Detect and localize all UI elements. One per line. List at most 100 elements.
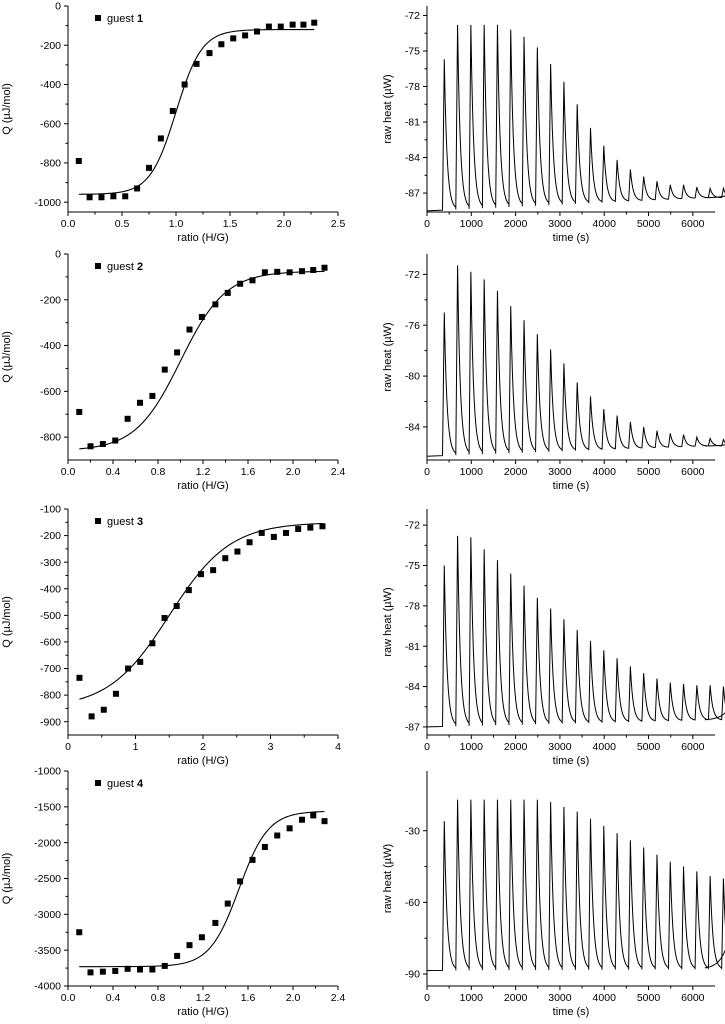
data-point — [299, 268, 305, 274]
x-tick-label: 5000 — [637, 992, 661, 1004]
x-tick-label: 1.6 — [241, 992, 256, 1004]
x-tick-label: 1000 — [460, 466, 484, 478]
y-tick-label: -60 — [405, 897, 420, 909]
y-tick-label: -81 — [405, 641, 420, 653]
y-axis-title: Q (µJ/mol) — [1, 331, 13, 383]
data-point — [162, 367, 168, 373]
y-tick-label: -87 — [405, 188, 420, 200]
y-tick-label: -600 — [40, 118, 61, 130]
y-tick-label: -200 — [40, 294, 61, 306]
x-tick-label: 6000 — [681, 992, 705, 1004]
y-tick-label: -90 — [405, 969, 420, 981]
x-tick-label: 1.2 — [196, 466, 211, 478]
data-point — [212, 301, 218, 307]
fit-curve — [79, 812, 324, 967]
fit-curve — [79, 30, 314, 195]
y-tick-label: -30 — [405, 825, 420, 837]
x-tick-label: 5000 — [637, 218, 661, 230]
fit-curve — [79, 523, 322, 699]
y-tick-label: -800 — [40, 432, 61, 444]
y-tick-label: 0 — [55, 1, 61, 13]
data-point — [222, 555, 228, 561]
titration-2-chart: 0.0 0.4 0.8 1.2 1.6 2.0 2.4 0 -200 -400 -600 -800 ra… — [1, 249, 345, 492]
data-point — [174, 349, 180, 355]
data-point — [307, 525, 313, 531]
legend-label: guest 2 — [107, 261, 143, 273]
data-point — [319, 523, 325, 529]
x-tick-label: 0 — [424, 218, 430, 230]
data-point — [137, 659, 143, 665]
x-tick-label: 6000 — [681, 741, 705, 753]
x-tick-label: 3000 — [548, 741, 572, 753]
y-tick-label: -78 — [405, 81, 420, 93]
data-point — [287, 825, 293, 831]
data-point — [262, 844, 268, 850]
data-point — [112, 438, 118, 444]
y-tick-label: -600 — [40, 386, 61, 398]
data-point — [113, 691, 119, 697]
data-point — [149, 967, 155, 973]
y-axis-title: raw heat (µW) — [382, 844, 394, 913]
data-point — [194, 61, 200, 67]
x-tick-label: 5000 — [637, 741, 661, 753]
x-axis-title: time (s) — [553, 755, 590, 767]
y-tick-label: -400 — [40, 340, 61, 352]
y-tick-label: -75 — [405, 560, 420, 572]
x-tick-label: 3 — [268, 741, 274, 753]
data-point — [234, 549, 240, 555]
x-tick-label: 0.8 — [151, 992, 166, 1004]
x-tick-label: 4000 — [593, 992, 617, 1004]
data-point — [110, 193, 116, 199]
y-tick-label: -78 — [405, 600, 420, 612]
data-point — [125, 966, 131, 972]
data-point — [254, 29, 260, 35]
data-point — [89, 713, 95, 719]
y-tick-label: -1500 — [34, 801, 61, 813]
data-point — [310, 812, 316, 818]
data-point — [250, 857, 256, 863]
y-tick-label: -3500 — [34, 945, 61, 957]
data-point — [112, 968, 118, 974]
x-tick-label: 4 — [335, 741, 341, 753]
data-point — [299, 817, 305, 823]
y-tick-label: -76 — [405, 320, 420, 332]
data-point — [134, 185, 140, 191]
data-point — [266, 24, 272, 30]
x-axis-title: ratio (H/G) — [177, 1006, 228, 1018]
y-tick-label: -200 — [40, 530, 61, 542]
data-point — [182, 81, 188, 87]
data-point — [137, 967, 143, 973]
legend-label: guest 4 — [107, 778, 144, 790]
x-tick-label: 6000 — [681, 466, 705, 478]
y-tick-label: -300 — [40, 557, 61, 569]
data-point — [100, 969, 106, 975]
data-point — [88, 443, 94, 449]
x-tick-label: 2.0 — [286, 992, 301, 1004]
x-axis-title: ratio (H/G) — [177, 232, 228, 244]
x-tick-label: 4000 — [593, 218, 617, 230]
data-point — [237, 878, 243, 884]
data-point — [274, 833, 280, 839]
y-tick-label: -2000 — [34, 837, 61, 849]
legend-label: guest 1 — [107, 13, 143, 25]
y-axis-title: Q (µJ/mol) — [1, 83, 13, 135]
data-point — [137, 400, 143, 406]
x-tick-label: 5000 — [637, 466, 661, 478]
data-point — [322, 818, 328, 824]
x-tick-label: 1.2 — [196, 992, 211, 1004]
data-point — [225, 290, 231, 296]
data-point — [262, 269, 268, 275]
legend-prefix: guest — [107, 516, 137, 528]
y-tick-label: -400 — [40, 583, 61, 595]
x-tick-label: 3000 — [548, 466, 572, 478]
raw-heat-trace — [427, 536, 725, 727]
data-point — [158, 135, 164, 141]
x-tick-label: 0 — [424, 466, 430, 478]
x-tick-label: 0 — [424, 992, 430, 1004]
data-point — [242, 32, 248, 38]
data-point — [225, 901, 231, 907]
y-tick-label: -900 — [40, 716, 61, 728]
y-tick-label: -72 — [405, 10, 420, 22]
raw-heat-4-chart: 0 1000 2000 3000 4000 5000 6000 -30 -60 -90 time (… — [382, 771, 725, 1018]
y-tick-label: -700 — [40, 663, 61, 675]
